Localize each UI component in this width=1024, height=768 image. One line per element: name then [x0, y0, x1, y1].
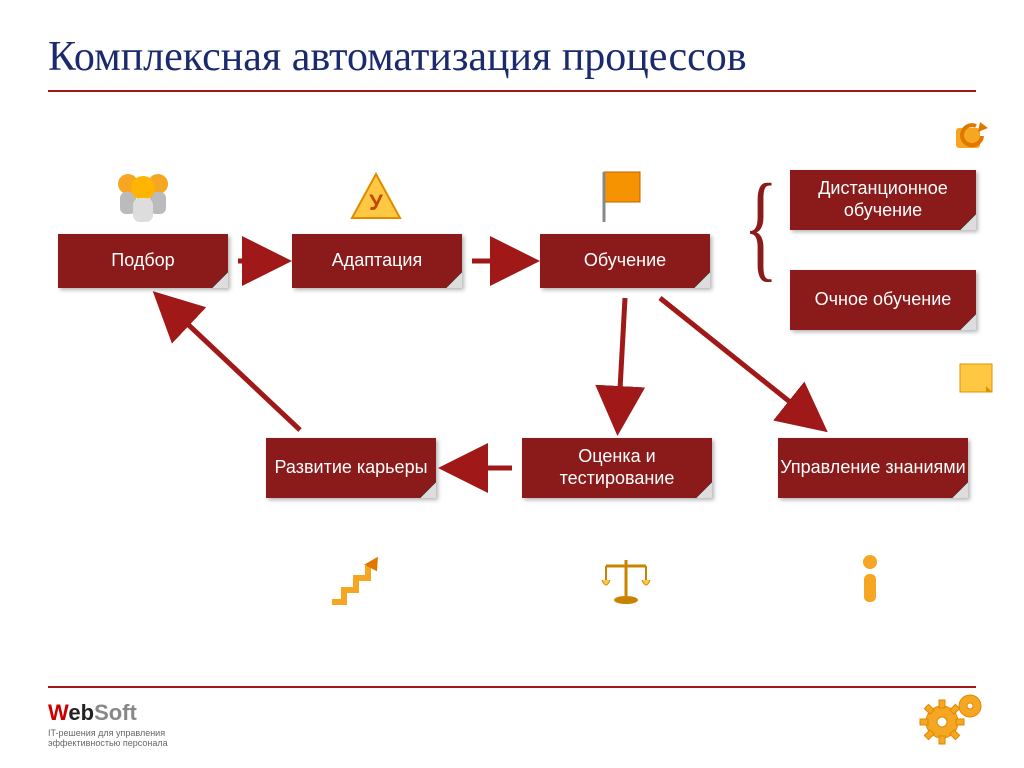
- logo-soft: Soft: [94, 700, 137, 725]
- process-diagram: У: [0, 0, 1024, 768]
- logo-w: W: [48, 700, 68, 725]
- footer-rule: [48, 686, 976, 688]
- arrows-layer: [0, 0, 1024, 768]
- footer: WebSoft IT-решения для управления эффект…: [48, 700, 168, 748]
- tagline: IT-решения для управления эффективностью…: [48, 728, 168, 748]
- logo-eb: eb: [68, 700, 94, 725]
- logo: WebSoft: [48, 700, 168, 726]
- gears-icon: [914, 688, 994, 753]
